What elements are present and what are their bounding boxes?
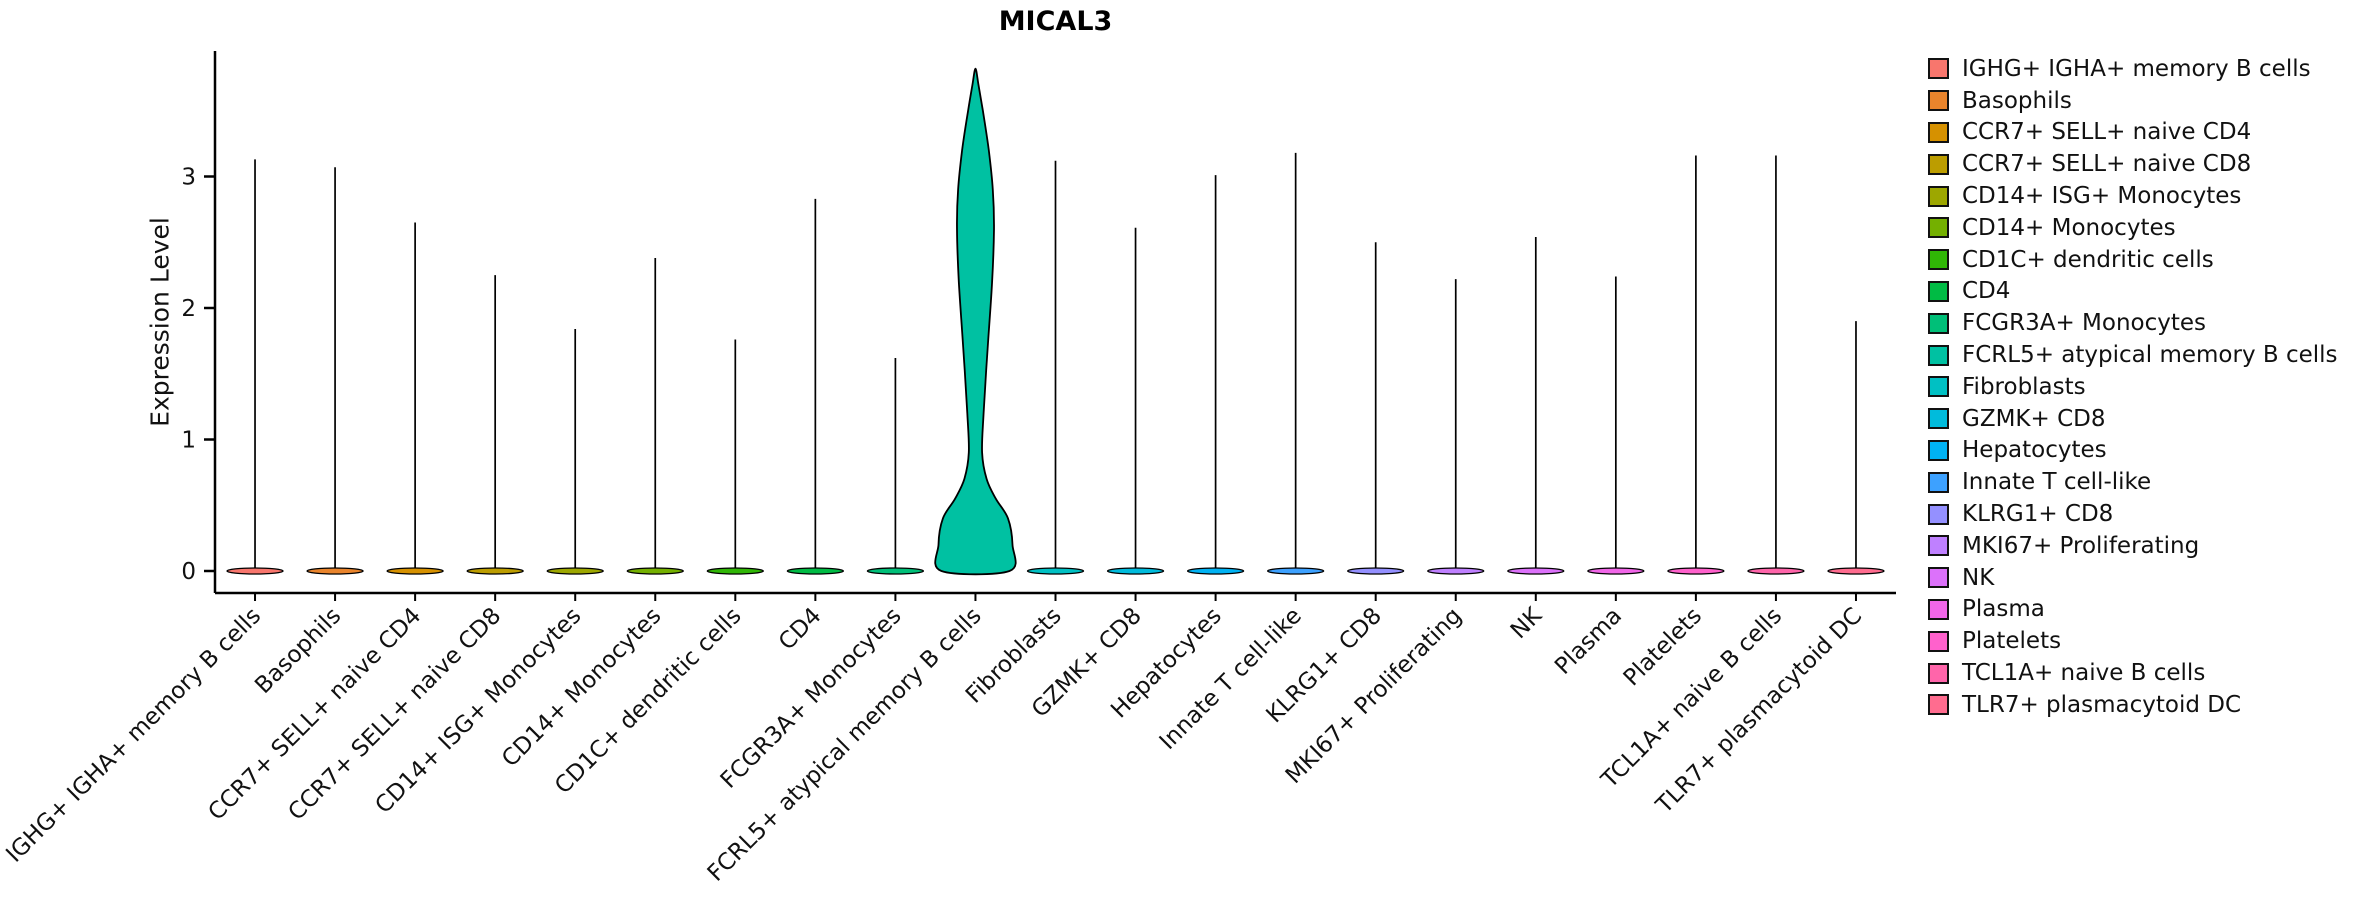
legend-swatch: [1928, 694, 1949, 716]
legend-item: IGHG+ IGHA+ memory B cells: [1928, 53, 2338, 85]
legend-label: MKI67+ Proliferating: [1962, 532, 2200, 559]
legend-label: Fibroblasts: [1962, 373, 2086, 400]
legend-label: CD4: [1962, 278, 2011, 305]
violin-base: [226, 567, 284, 575]
legend-label: Innate T cell-like: [1962, 469, 2152, 496]
legend-item: CD1C+ dendritic cells: [1928, 244, 2338, 276]
legend-label: CD1C+ dendritic cells: [1962, 246, 2214, 273]
legend-item: FCGR3A+ Monocytes: [1928, 307, 2338, 339]
legend-swatch: [1928, 535, 1949, 557]
violin-base: [1667, 567, 1725, 575]
violin-base: [706, 567, 764, 575]
y-tick-label: 2: [181, 296, 196, 322]
violin-body: [934, 67, 1017, 576]
legend-swatch: [1928, 598, 1949, 620]
legend-item: KLRG1+ CD8: [1928, 498, 2338, 530]
violin-base: [386, 567, 444, 575]
legend-label: IGHG+ IGHA+ memory B cells: [1962, 55, 2311, 82]
legend-swatch: [1928, 217, 1949, 239]
legend-swatch: [1928, 185, 1949, 207]
legend-item: CD14+ ISG+ Monocytes: [1928, 180, 2338, 212]
legend-item: GZMK+ CD8: [1928, 403, 2338, 435]
legend-label: KLRG1+ CD8: [1962, 501, 2114, 528]
x-tick-label: NK: [1506, 602, 1548, 644]
legend-item: TLR7+ plasmacytoid DC: [1928, 689, 2338, 721]
legend-label: NK: [1962, 564, 1995, 591]
legend-item: CD14+ Monocytes: [1928, 212, 2338, 244]
legend-swatch: [1928, 471, 1949, 493]
violin-base: [546, 567, 604, 575]
legend-swatch: [1928, 90, 1949, 112]
legend-item: Plasma: [1928, 594, 2338, 626]
violin-base: [866, 567, 925, 575]
legend-item: Platelets: [1928, 625, 2338, 657]
legend-label: Basophils: [1962, 87, 2072, 114]
violin-base: [1266, 567, 1325, 575]
violin-base: [1026, 567, 1085, 575]
y-tick-label: 3: [181, 165, 196, 191]
legend-item: CCR7+ SELL+ naive CD4: [1928, 117, 2338, 149]
legend-item: Fibroblasts: [1928, 371, 2338, 403]
legend-swatch: [1928, 249, 1949, 271]
y-tick-label: 0: [181, 559, 196, 585]
x-tick-label: CD14+ Monocytes: [497, 603, 666, 772]
violin-base: [1186, 567, 1245, 575]
violin-base: [1106, 567, 1165, 575]
legend-swatch: [1928, 567, 1949, 589]
violin-base: [1427, 567, 1485, 575]
legend-item: Hepatocytes: [1928, 435, 2338, 467]
chart-title: MICAL3: [998, 6, 1113, 37]
legend-swatch: [1928, 153, 1949, 175]
legend: IGHG+ IGHA+ memory B cells Basophils CCR7+…: [1928, 53, 2338, 721]
legend-swatch: [1928, 630, 1949, 652]
legend-label: CD14+ Monocytes: [1962, 214, 2176, 241]
legend-swatch: [1928, 662, 1949, 684]
legend-item: TCL1A+ naive B cells: [1928, 657, 2338, 689]
legend-label: Plasma: [1962, 596, 2045, 623]
legend-swatch: [1928, 58, 1949, 80]
legend-item: MKI67+ Proliferating: [1928, 530, 2338, 562]
violin-base: [1827, 567, 1885, 575]
violin-base: [1747, 567, 1805, 575]
legend-swatch: [1928, 312, 1949, 334]
violin-base: [1347, 567, 1405, 575]
legend-swatch: [1928, 439, 1949, 461]
legend-swatch: [1928, 503, 1949, 525]
legend-swatch: [1928, 344, 1949, 366]
violin-base: [466, 567, 524, 575]
violin-base: [1587, 567, 1645, 575]
legend-label: Hepatocytes: [1962, 437, 2107, 464]
legend-item: CCR7+ SELL+ naive CD8: [1928, 148, 2338, 180]
violin-base: [786, 567, 845, 575]
legend-label: TLR7+ plasmacytoid DC: [1962, 691, 2242, 718]
x-tick-label: Plasma: [1550, 603, 1627, 680]
legend-item: NK: [1928, 562, 2338, 594]
legend-item: Basophils: [1928, 85, 2338, 117]
legend-label: CD14+ ISG+ Monocytes: [1962, 183, 2242, 210]
violin-base: [626, 567, 684, 575]
violin-base: [306, 567, 364, 575]
violin-base: [1507, 567, 1565, 575]
legend-label: Platelets: [1962, 628, 2062, 655]
legend-label: CCR7+ SELL+ naive CD4: [1962, 119, 2252, 146]
legend-item: CD4: [1928, 276, 2338, 308]
legend-swatch: [1928, 408, 1949, 430]
legend-swatch: [1928, 121, 1949, 143]
legend-label: GZMK+ CD8: [1962, 405, 2106, 432]
x-tick-label: CD4: [774, 603, 827, 656]
legend-item: Innate T cell-like: [1928, 466, 2338, 498]
legend-swatch: [1928, 376, 1949, 398]
legend-label: FCRL5+ atypical memory B cells: [1962, 342, 2338, 369]
y-axis-label: Expression Level: [145, 217, 175, 427]
legend-label: TCL1A+ naive B cells: [1962, 660, 2206, 687]
legend-label: FCGR3A+ Monocytes: [1962, 310, 2207, 337]
y-tick-label: 1: [181, 428, 196, 454]
legend-label: CCR7+ SELL+ naive CD8: [1962, 151, 2252, 178]
x-tick-label: IGHG+ IGHA+ memory B cells: [1, 603, 266, 868]
legend-swatch: [1928, 280, 1949, 302]
legend-item: FCRL5+ atypical memory B cells: [1928, 339, 2338, 371]
x-tick-label: Innate T cell-like: [1155, 603, 1307, 755]
